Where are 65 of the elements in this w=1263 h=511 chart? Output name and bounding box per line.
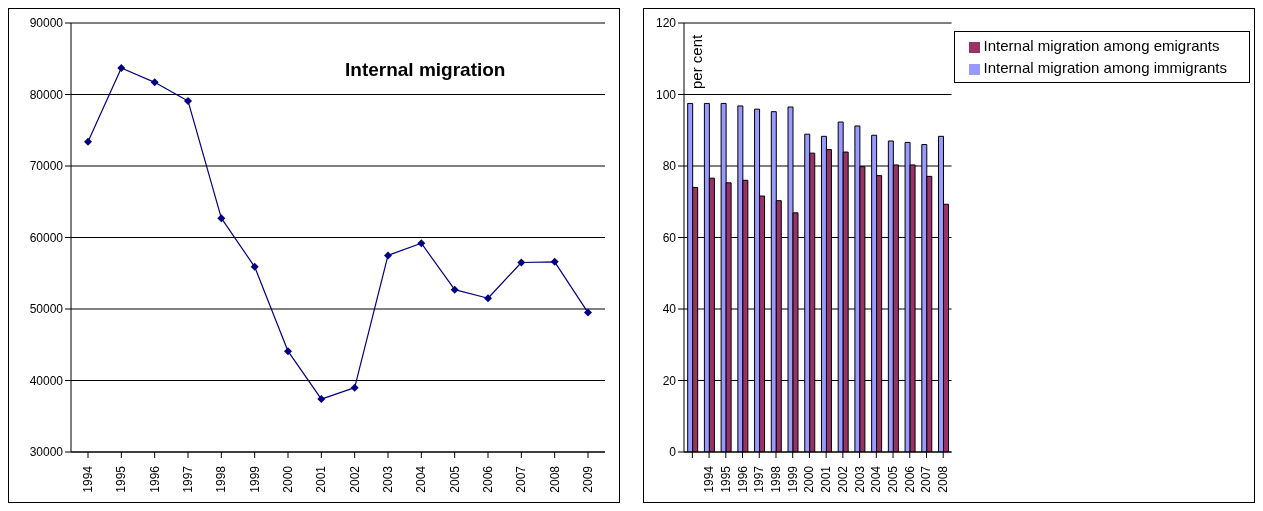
x-tick-label: 2003 [852,465,867,493]
x-tick-label: 2004 [414,465,429,493]
y-tick-label: 20 [662,373,677,388]
y-tick-label: 60 [662,230,677,245]
x-tick-label: 2008 [936,465,951,493]
y-tick-label: 40 [662,302,677,317]
x-tick-label: 2008 [547,465,562,493]
y-tick-label: 30000 [29,445,64,460]
x-tick-label: 1994 [81,465,95,493]
x-tick-label: 2002 [835,465,850,493]
x-tick-label: 2005 [447,465,462,493]
x-tick-label: 2002 [347,465,362,493]
point [284,347,292,356]
x-tick-label: 1994 [702,465,717,493]
point [450,285,459,294]
x-tick-label: 1997 [752,465,767,493]
point [484,294,492,303]
x-tick-label: 2006 [902,465,917,493]
x-tick-label: 1996 [147,465,162,493]
x-tick-label: 1999 [247,465,262,493]
point [250,262,259,271]
x-tick-label: 2005 [886,465,901,493]
x-tick-label: 1996 [735,465,750,493]
point [550,257,559,266]
y-tick-label: 70000 [29,159,64,174]
y-tick-label: 60000 [29,230,64,245]
y-tick-label: 120 [655,16,677,31]
point [350,383,359,392]
y-tick-label: 0 [669,445,677,460]
point [417,239,426,248]
legend-label: Internal migration among emigrants [983,37,1220,54]
y-tick-label: 80000 [29,87,64,102]
point [317,395,326,404]
point [117,64,126,73]
point [150,78,159,87]
y-tick-label: 50000 [29,302,64,317]
x-tick-label: 1999 [785,465,800,493]
x-tick-label: 1998 [214,465,229,493]
text: Internal migration [345,59,506,81]
x-tick-label: 2004 [869,465,884,493]
point [517,258,526,267]
x-tick-label: 1998 [768,465,783,493]
y-tick-label: 40000 [29,373,64,388]
x-tick-label: 2007 [514,465,529,493]
x-tick-label: 2001 [819,465,834,493]
x-tick-label: 2001 [314,465,329,493]
y-tick-label: 80 [662,159,677,174]
point [84,137,92,146]
y-tick-label: 100 [655,87,677,102]
y-tick-label: 90000 [29,16,64,31]
x-tick-label: 2009 [581,465,595,493]
x-tick-label: 1995 [114,465,129,493]
point [217,214,226,223]
point [584,308,592,317]
legend-label: Internal migration among immigrants [983,59,1227,76]
x-tick-label: 2000 [281,465,295,493]
x-tick-label: 2000 [802,465,817,493]
y-axis-title: per cent [688,34,706,89]
point [184,96,192,105]
x-tick-label: 2003 [381,465,395,493]
x-tick-label: 2006 [481,465,495,493]
x-tick-label: 1995 [718,465,733,493]
point [384,251,392,260]
x-tick-label: 1997 [181,465,195,493]
x-tick-label: 2007 [919,465,934,493]
